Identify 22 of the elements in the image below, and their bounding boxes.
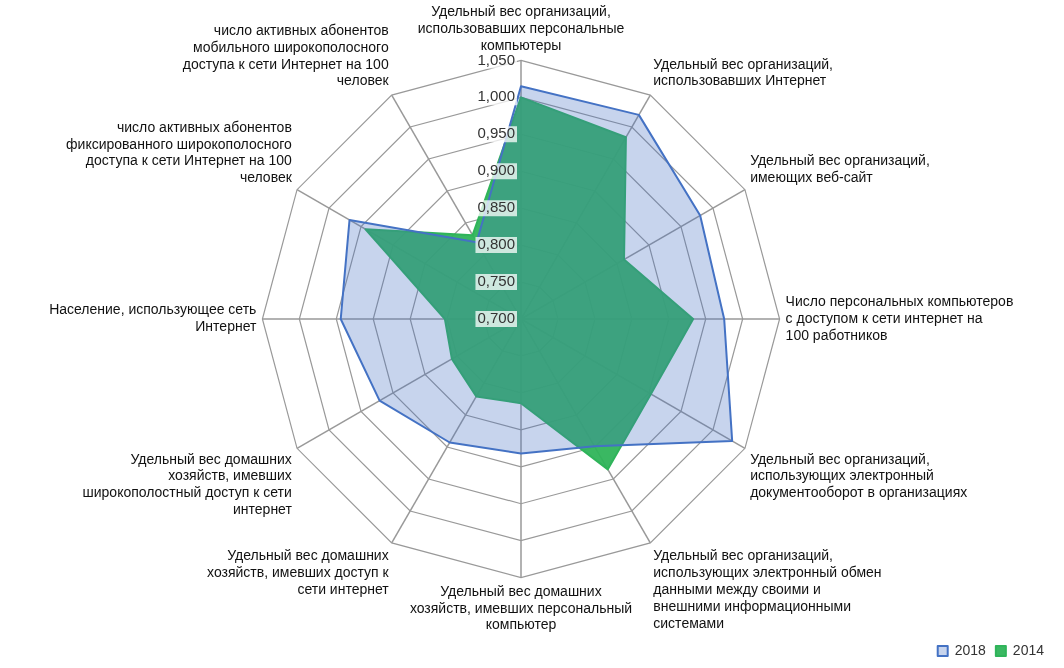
y-tick-label: 1,050	[477, 50, 515, 68]
spoke-label: Удельный вес домашних хозяйств, имевших персональный компьютер	[409, 582, 633, 633]
spoke-label: Удельный вес организаций, использовавших персональные компьютеры	[417, 3, 625, 53]
spoke-label: Удельный вес организаций, использующих электронный документооборот в организациях	[750, 450, 968, 501]
spoke-label: Удельный вес домашних хозяйств, имевших широкополостный доступ к сети интернет	[82, 450, 293, 517]
legend-label: 2018	[954, 641, 987, 658]
spoke-label: Население, использующее сеть Интернет	[49, 301, 257, 335]
spoke-label: Удельный вес домашних хозяйств, имевших доступ к сети интернет	[207, 547, 390, 598]
y-tick-label: 1,000	[477, 87, 515, 105]
spoke-label: Удельный вес организаций, использующих электронный обмен данными между своими и внешними информационными системами	[653, 547, 882, 631]
y-tick-label: 0,950	[477, 124, 515, 142]
spoke-label: Число персональных компьютеров с доступом к сети интернет на 100 работников	[785, 293, 1014, 343]
spoke-label: Удельный вес организаций, использовавших Интернет	[653, 55, 833, 89]
y-tick-label: 0,800	[477, 235, 515, 253]
y-tick-label: 0,750	[477, 272, 515, 290]
legend-label: 2014	[1012, 641, 1045, 658]
y-tick-label: 0,700	[477, 309, 515, 327]
spoke-label: Удельный вес организаций, имеющих веб-сайт	[750, 152, 930, 186]
y-tick-label: 0,900	[477, 161, 515, 179]
y-tick-label: 0,850	[477, 198, 515, 216]
spoke-label: число активных абонентов фиксированного широкополосного доступа к сети Интернет на 100 человек	[66, 118, 293, 186]
spoke-label: число активных абонентов мобильного широкополосного доступа к сети Интернет на 100 человек	[182, 21, 390, 89]
